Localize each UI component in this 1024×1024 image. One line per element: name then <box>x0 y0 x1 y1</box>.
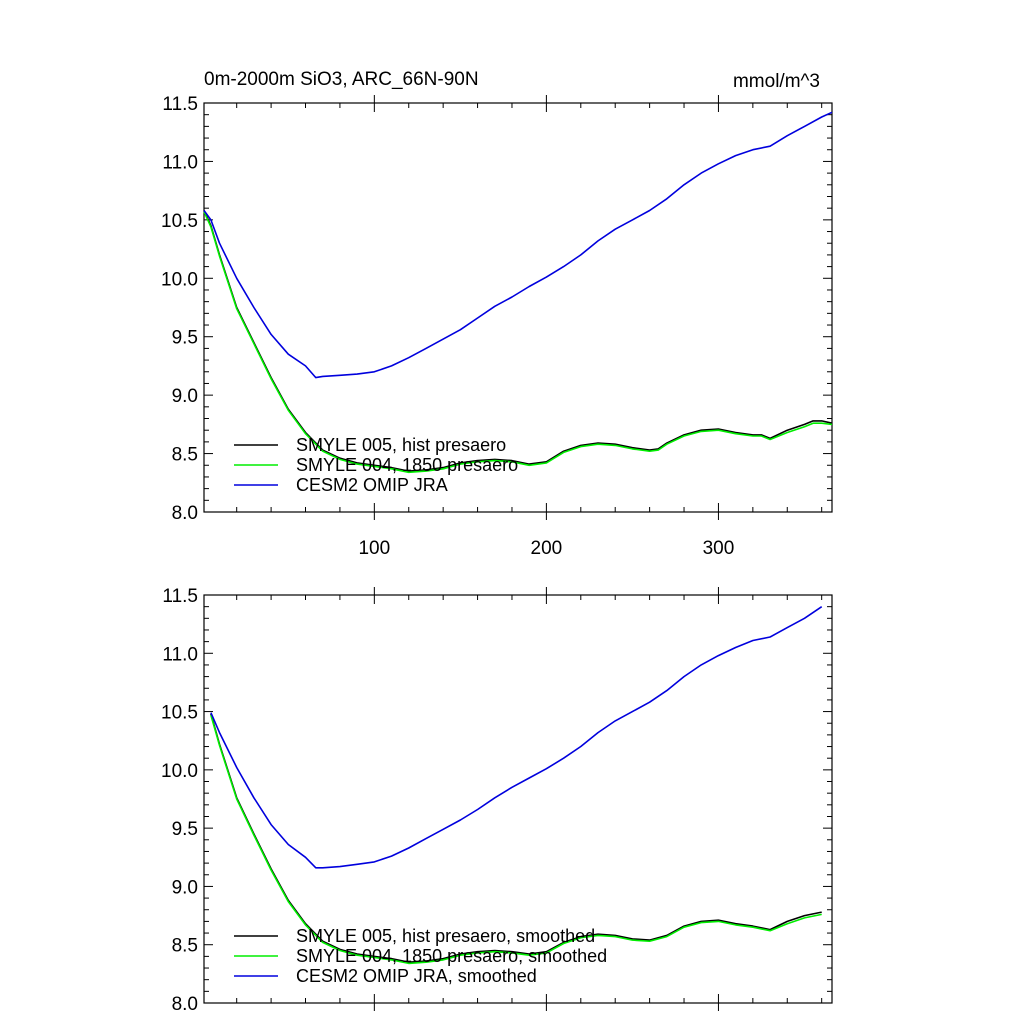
legend-label: SMYLE 005, hist presaero <box>296 435 506 455</box>
x-tick-label: 300 <box>703 538 735 559</box>
y-tick-label: 9.0 <box>172 386 198 407</box>
series-line-2 <box>210 714 822 965</box>
series-line-3 <box>210 606 823 869</box>
bottom-panel: 8.0 8.5 9.0 9.5 10.0 10.5 11.0 11.5 SMYLE 005, h… <box>161 586 833 1015</box>
y-tick-label: 10.5 <box>161 211 198 232</box>
y-tick-label: 10.5 <box>161 703 198 724</box>
y-tick-label: 11.0 <box>162 644 198 665</box>
series-line-3 <box>203 111 833 379</box>
y-tick-label: 8.0 <box>172 994 198 1015</box>
legend-label: CESM2 OMIP JRA <box>296 475 448 495</box>
y-tick-label: 8.5 <box>172 445 198 466</box>
y-tick-label: 11.5 <box>162 94 198 115</box>
top-panel: 8.0 8.5 9.0 9.5 10.0 10.5 11.0 11.5 100 200 300 0m-… <box>161 69 833 559</box>
series-line-2 <box>203 211 833 474</box>
y-tick-label: 8.0 <box>172 503 198 524</box>
units-label: mmol/m^3 <box>733 71 820 92</box>
plot-frame <box>203 102 833 513</box>
legend-label: SMYLE 005, hist presaero, smoothed <box>296 926 595 946</box>
legend-label: CESM2 OMIP JRA, smoothed <box>296 966 537 986</box>
plot-frame <box>203 594 833 1004</box>
x-tick-label: 200 <box>531 538 563 559</box>
y-tick-label: 10.0 <box>161 269 198 290</box>
y-tick-label: 9.5 <box>172 819 198 840</box>
legend-label: SMYLE 004, 1850 presaero, smoothed <box>296 946 607 966</box>
series-line-1 <box>210 713 822 964</box>
series-line-1 <box>203 210 833 472</box>
legend: SMYLE 005, hist presaero, smoothedSMYLE … <box>234 926 607 986</box>
y-tick-label: 9.5 <box>172 328 198 349</box>
y-tick-label: 9.0 <box>172 877 198 898</box>
y-tick-label: 10.0 <box>161 761 198 782</box>
x-tick-label: 100 <box>358 538 390 559</box>
chart-title: 0m-2000m SiO3, ARC_66N-90N <box>204 69 479 90</box>
y-tick-label: 11.0 <box>162 152 198 173</box>
y-tick-label: 8.5 <box>172 936 198 957</box>
y-tick-label: 11.5 <box>162 586 198 607</box>
legend-label: SMYLE 004, 1850 presaero <box>296 455 518 475</box>
